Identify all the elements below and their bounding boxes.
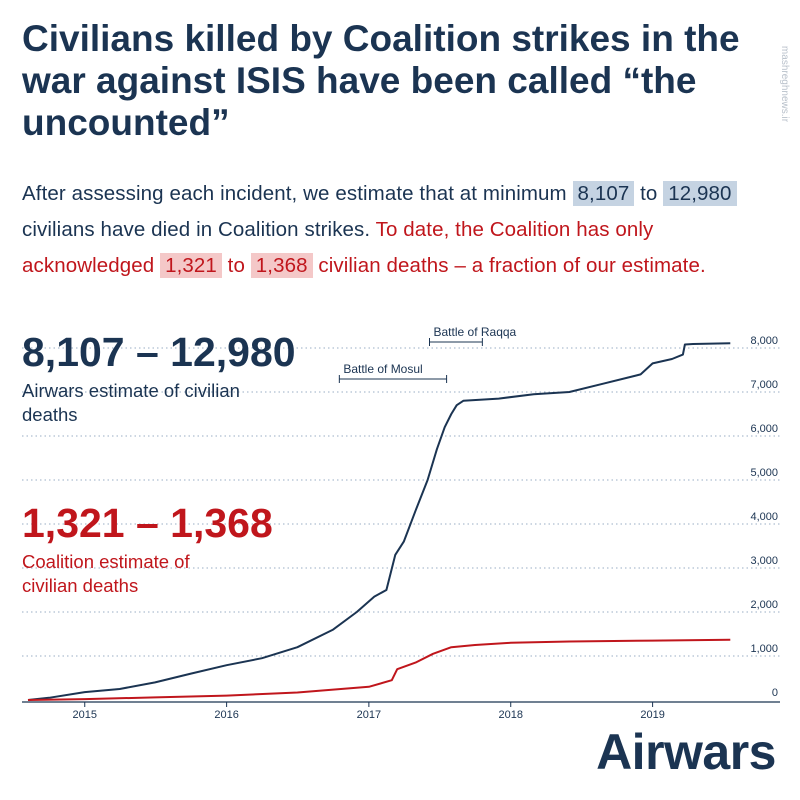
watermark-text: mashreghnews.ir	[779, 46, 790, 123]
airwars-estimate-value: 8,107 – 12,980	[22, 329, 296, 375]
coalition-estimate-line	[27, 638, 731, 701]
estimate-min-highlight: 8,107	[572, 181, 635, 206]
intro-text-2: to	[634, 182, 664, 205]
intro-red-3: civilian deaths – a fraction of our esti…	[312, 254, 706, 277]
y-tick-label: 4,000	[750, 511, 778, 523]
watermark: mashreghnews.ir	[779, 46, 790, 123]
y-tick-label: 3,000	[750, 555, 778, 567]
annotation-label: Battle of Mosul	[343, 362, 422, 376]
intro-red-2: to	[221, 254, 251, 277]
x-tick-label: 2016	[214, 709, 238, 721]
intro-text-1: After assessing each incident, we estima…	[22, 182, 573, 205]
y-tick-label: 6,000	[750, 423, 778, 435]
airwars-estimate-line	[27, 342, 731, 701]
ack-max-highlight: 1,368	[250, 253, 313, 278]
coalition-estimate-value: 1,321 – 1,368	[22, 500, 273, 546]
airwars-estimate-label: Airwars estimate of civilian deaths	[22, 380, 240, 425]
y-tick-label: 1,000	[750, 643, 778, 655]
estimate-max-highlight: 12,980	[663, 181, 737, 206]
ack-min-highlight: 1,321	[160, 253, 222, 278]
x-tick-label: 2019	[640, 709, 664, 721]
intro-paragraph: After assessing each incident, we estima…	[22, 176, 782, 284]
airwars-logo: Airwars	[596, 724, 776, 780]
intro-text-3: civilians have died in Coalition strikes…	[22, 218, 376, 241]
x-tick-label: 2017	[357, 709, 381, 721]
coalition-estimate-label: Coalition estimate of civilian deaths	[22, 551, 190, 596]
x-tick-label: 2015	[73, 709, 97, 721]
y-tick-label: 8,000	[750, 335, 778, 347]
y-tick-label: 5,000	[750, 467, 778, 479]
y-tick-label: 0	[772, 687, 778, 699]
y-tick-label: 7,000	[750, 379, 778, 391]
headline: Civilians killed by Coalition strikes in…	[22, 18, 740, 143]
x-tick-label: 2018	[498, 709, 522, 721]
y-tick-label: 2,000	[750, 599, 778, 611]
annotation-label: Battle of Raqqa	[434, 325, 517, 339]
intro-red-1: To date, the Coalition has only acknowle…	[22, 218, 654, 277]
